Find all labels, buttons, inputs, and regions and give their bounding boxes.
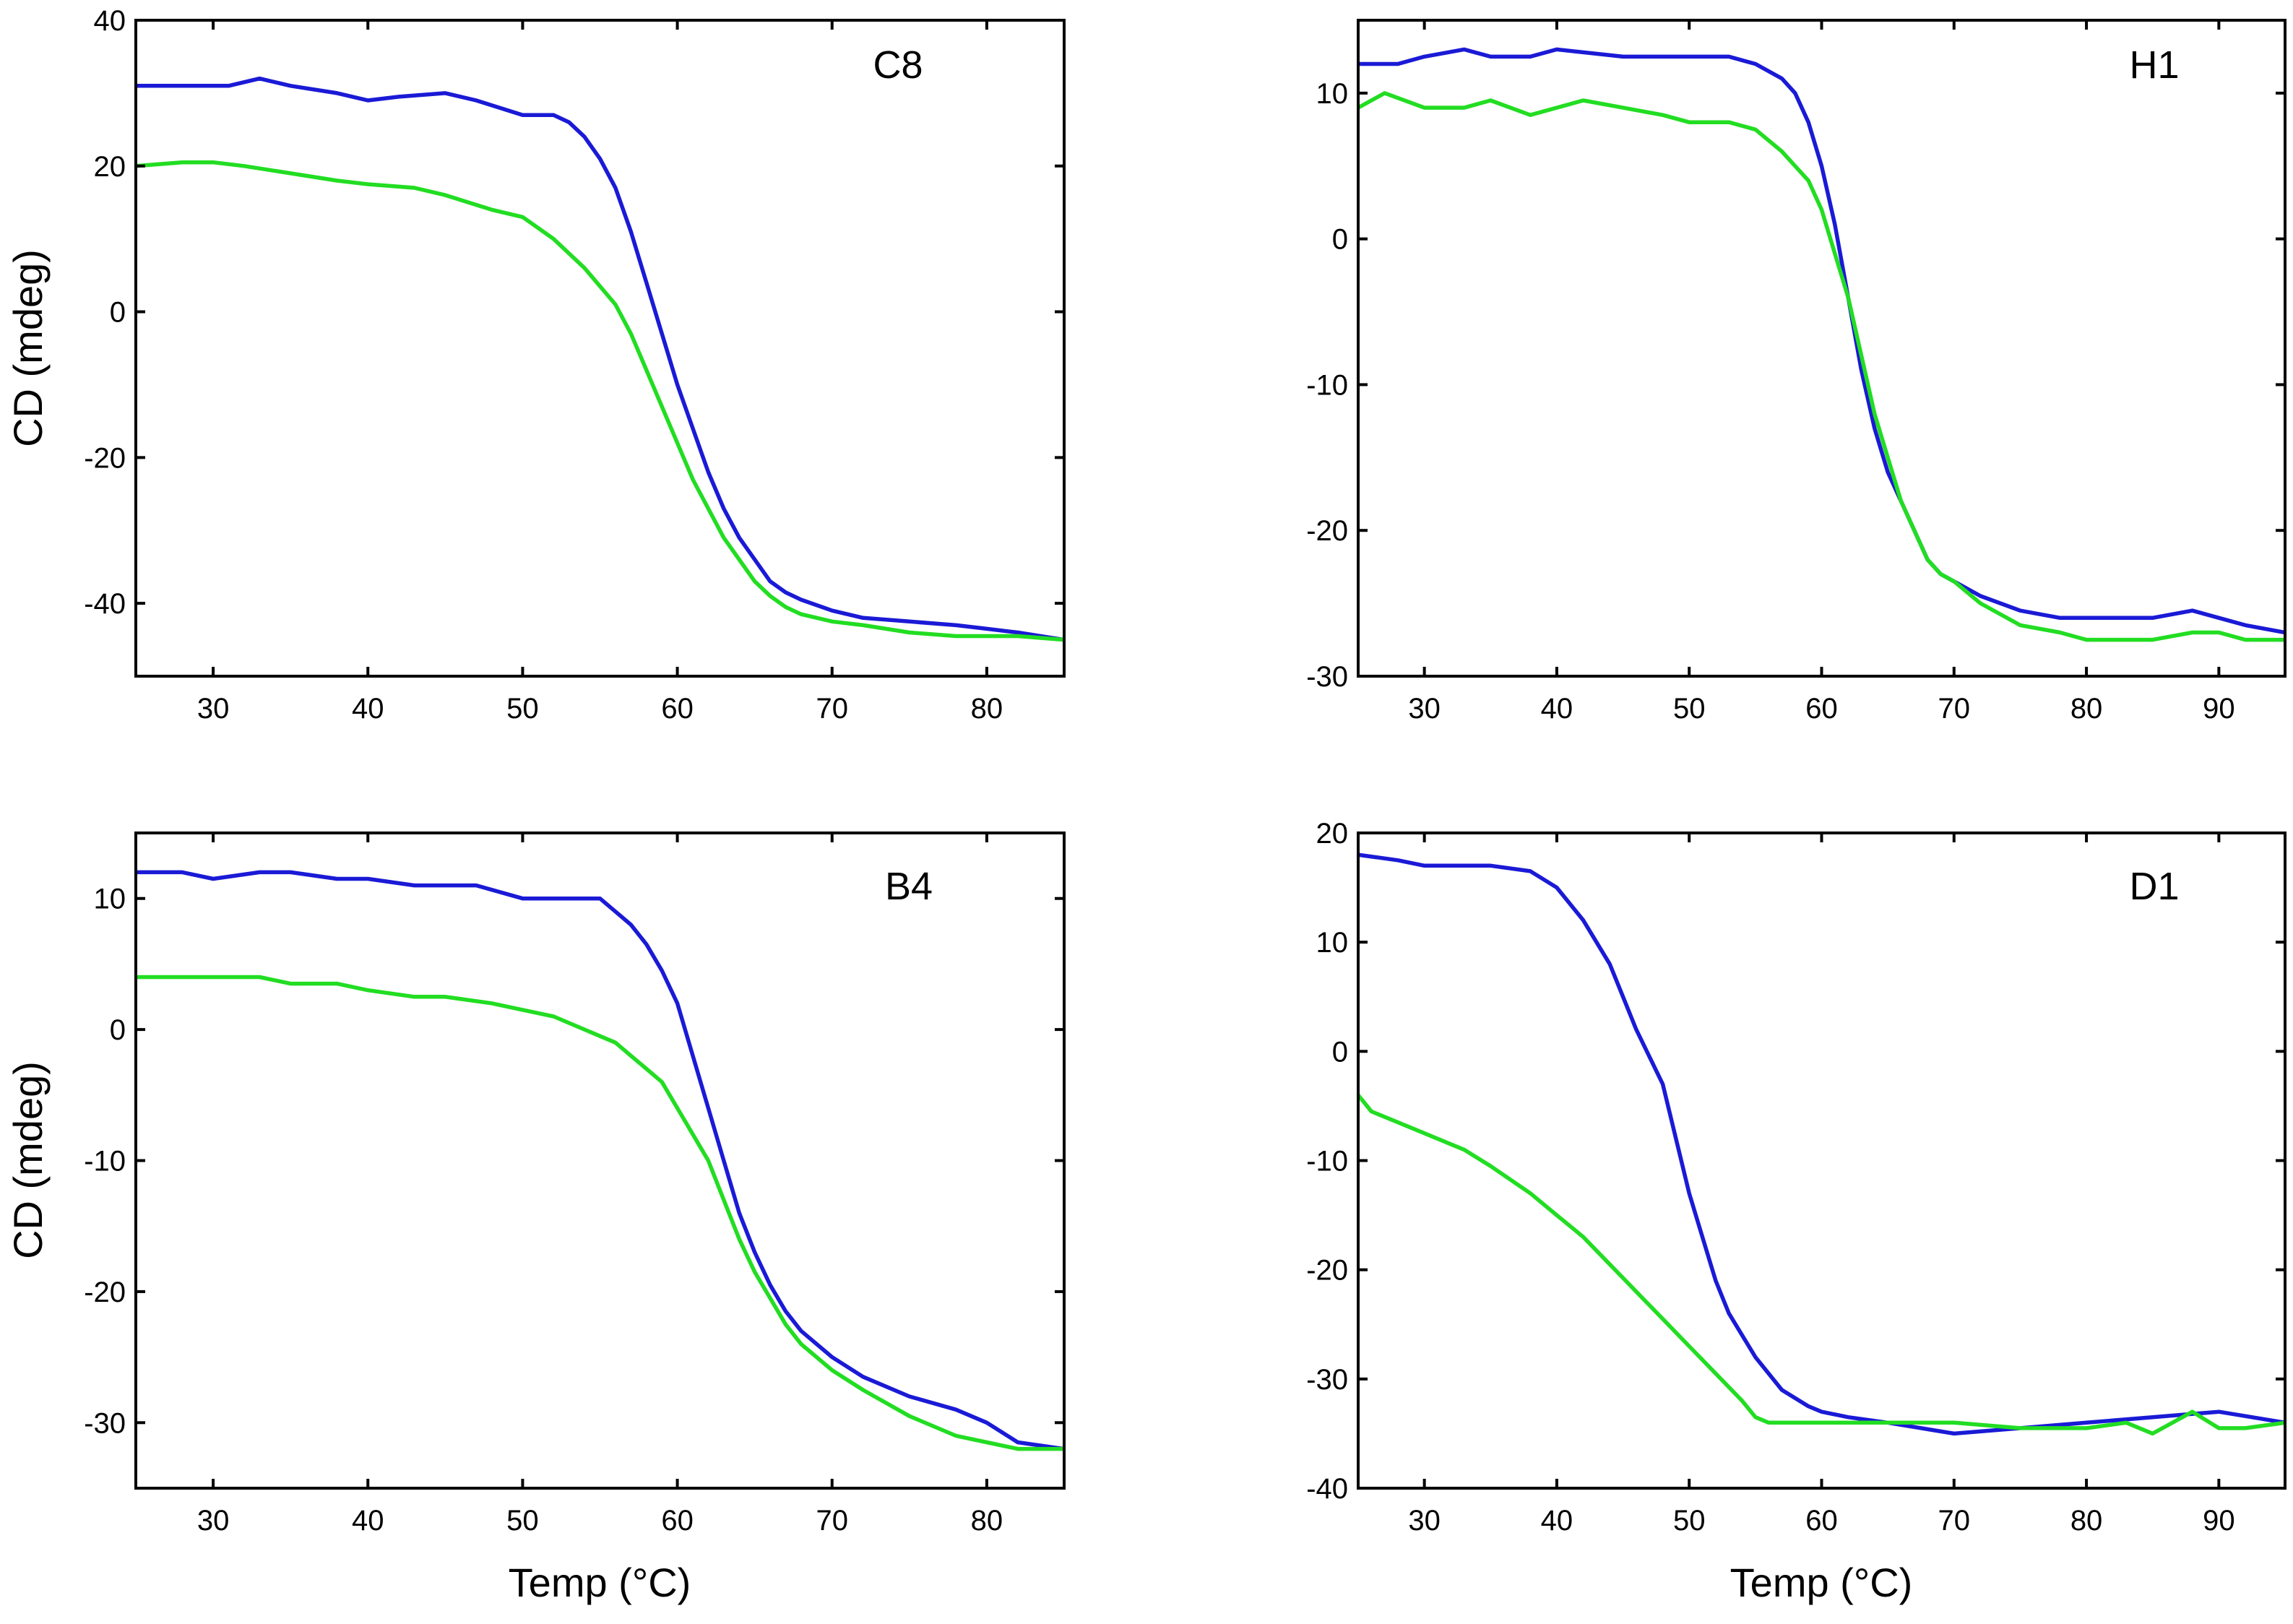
x-tick-label-d1: 40 (1541, 1505, 1573, 1537)
series-line-d1-1 (1358, 852, 2285, 1436)
x-tick-label-d1: 60 (1805, 1505, 1838, 1537)
x-tick-label-d1: 80 (2070, 1505, 2103, 1537)
plot-frame-c8 (134, 19, 1066, 678)
x-tick-label-h1: 80 (2070, 693, 2103, 725)
x-tick-label-b4: 40 (352, 1505, 384, 1537)
x-tick-label-c8: 50 (506, 693, 539, 725)
y-tick-label-b4: -10 (84, 1146, 126, 1178)
x-tick-label-h1: 50 (1673, 693, 1706, 725)
y-tick-label-c8: 40 (94, 5, 126, 37)
series-line-d1-2 (1358, 1093, 2285, 1436)
x-tick-label-c8: 30 (197, 693, 230, 725)
x-tick-label-h1: 40 (1541, 693, 1573, 725)
series-line-h1-2 (1358, 91, 2285, 642)
xlabel-d1: Temp (°C) (1730, 1560, 1913, 1605)
series-line-b4-1 (136, 870, 1064, 1451)
plot-frame-b4 (134, 832, 1066, 1490)
x-tick-label-b4: 50 (506, 1505, 539, 1537)
y-tick-label-c8: -20 (84, 442, 126, 474)
y-tick-label-h1: -30 (1306, 661, 1348, 693)
x-tick-label-d1: 30 (1408, 1505, 1441, 1537)
y-tick-label-d1: -30 (1306, 1364, 1348, 1396)
panel-label-b4: B4 (885, 865, 933, 908)
panel-b4: CD (mdeg) Temp (°C) B4 30 40 50 60 70 80 -30 -2… (5, 832, 1066, 1605)
x-tick-label-c8: 40 (352, 693, 384, 725)
y-tick-label-d1: -20 (1306, 1255, 1348, 1287)
x-tick-label-c8: 70 (816, 693, 849, 725)
y-tick-label-h1: -10 (1306, 369, 1348, 401)
y-tick-label-c8: 0 (110, 297, 126, 329)
x-tick-label-d1: 90 (2203, 1505, 2235, 1537)
x-tick-label-b4: 70 (816, 1505, 849, 1537)
ylabel-c8: CD (mdeg) (5, 249, 51, 447)
series-line-h1-1 (1358, 47, 2285, 635)
y-tick-label-d1: -40 (1306, 1473, 1348, 1505)
y-tick-label-b4: -20 (84, 1277, 126, 1308)
panel-d1: Temp (°C) D1 30 40 50 60 70 80 90 -40 -30 -20 -10 0… (1306, 818, 2286, 1605)
plot-frame-d1 (1357, 832, 2286, 1490)
series-line-b4-2 (136, 975, 1064, 1451)
panel-label-d1: D1 (2129, 865, 2179, 908)
y-tick-label-d1: -10 (1306, 1146, 1348, 1178)
y-tick-label-h1: 10 (1316, 78, 1349, 110)
y-tick-label-d1: 10 (1316, 927, 1349, 959)
x-tick-label-c8: 60 (661, 693, 694, 725)
y-tick-label-b4: 10 (94, 884, 126, 915)
y-tick-label-d1: 20 (1316, 818, 1349, 850)
y-tick-label-c8: 20 (94, 151, 126, 183)
series-line-c8-2 (136, 160, 1064, 642)
x-tick-label-h1: 60 (1805, 693, 1838, 725)
xlabel-b4: Temp (°C) (509, 1560, 691, 1605)
y-tick-label-d1: 0 (1332, 1036, 1348, 1068)
y-tick-label-c8: -40 (84, 588, 126, 620)
panel-label-c8: C8 (873, 43, 923, 87)
x-tick-label-d1: 50 (1673, 1505, 1706, 1537)
ylabel-b4: CD (mdeg) (5, 1061, 51, 1259)
panel-c8: CD (mdeg) C8 30 40 50 60 70 80 -40 -20 0 20 40 (5, 5, 1066, 725)
x-tick-label-c8: 80 (971, 693, 1003, 725)
y-tick-label-b4: -30 (84, 1407, 126, 1439)
y-tick-label-b4: 0 (110, 1014, 126, 1046)
x-tick-label-b4: 60 (661, 1505, 694, 1537)
panel-h1: H1 30 40 50 60 70 80 90 -30 -20 -10 0 10 (1306, 19, 2286, 725)
x-tick-label-h1: 30 (1408, 693, 1441, 725)
panel-label-h1: H1 (2129, 43, 2179, 87)
y-tick-label-h1: 0 (1332, 224, 1348, 256)
x-tick-label-h1: 90 (2203, 693, 2235, 725)
y-tick-label-h1: -20 (1306, 515, 1348, 547)
x-tick-label-h1: 70 (1938, 693, 1971, 725)
series-line-c8-1 (136, 76, 1064, 642)
x-tick-label-b4: 80 (971, 1505, 1003, 1537)
x-tick-label-b4: 30 (197, 1505, 230, 1537)
x-tick-label-d1: 70 (1938, 1505, 1971, 1537)
plot-frame-h1 (1357, 19, 2286, 678)
